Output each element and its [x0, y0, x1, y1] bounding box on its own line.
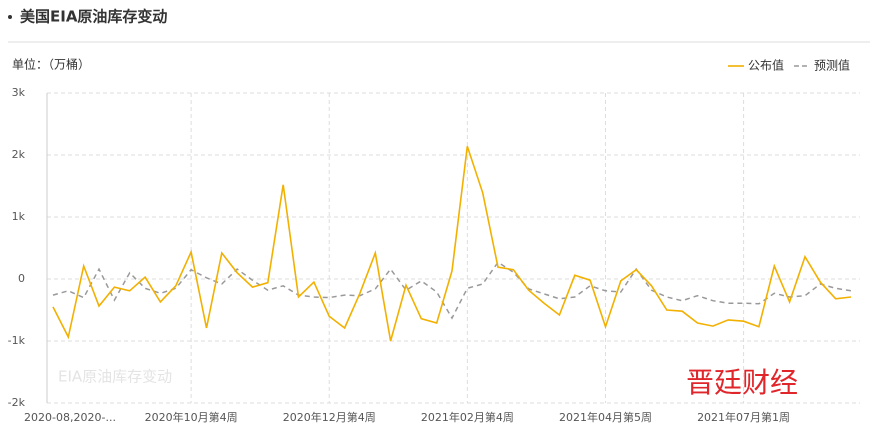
y-tick-label: -2k: [8, 396, 26, 409]
y-tick-label: -1k: [8, 334, 26, 347]
title-bullet: [8, 15, 12, 19]
unit-label: 单位：（万桶）: [12, 57, 90, 72]
y-tick-label: 3k: [12, 86, 26, 99]
x-tick-label: 2021年02月第4周: [421, 410, 514, 424]
series-line: [52, 261, 852, 320]
series-line: [52, 146, 852, 342]
page-title: 美国EIA原油库存变动: [20, 8, 167, 26]
brand: 晋廷财经: [686, 366, 798, 399]
y-tick-label: 2k: [12, 148, 26, 161]
legend-label: 预测值: [814, 58, 850, 73]
y-tick-label: 1k: [12, 210, 26, 223]
watermark: EIA原油库存变动: [58, 368, 172, 386]
y-tick-label: 0: [18, 272, 25, 285]
x-tick-label: 2020-08,2020-...: [24, 411, 116, 424]
x-tick-label: 2020年12月第4周: [283, 410, 376, 424]
legend-label: 公布值: [748, 58, 784, 73]
x-tick-label: 2021年04月第5周: [559, 410, 652, 424]
x-tick-label: 2021年07月第1周: [697, 410, 790, 424]
x-tick-label: 2020年10月第4周: [145, 410, 238, 424]
